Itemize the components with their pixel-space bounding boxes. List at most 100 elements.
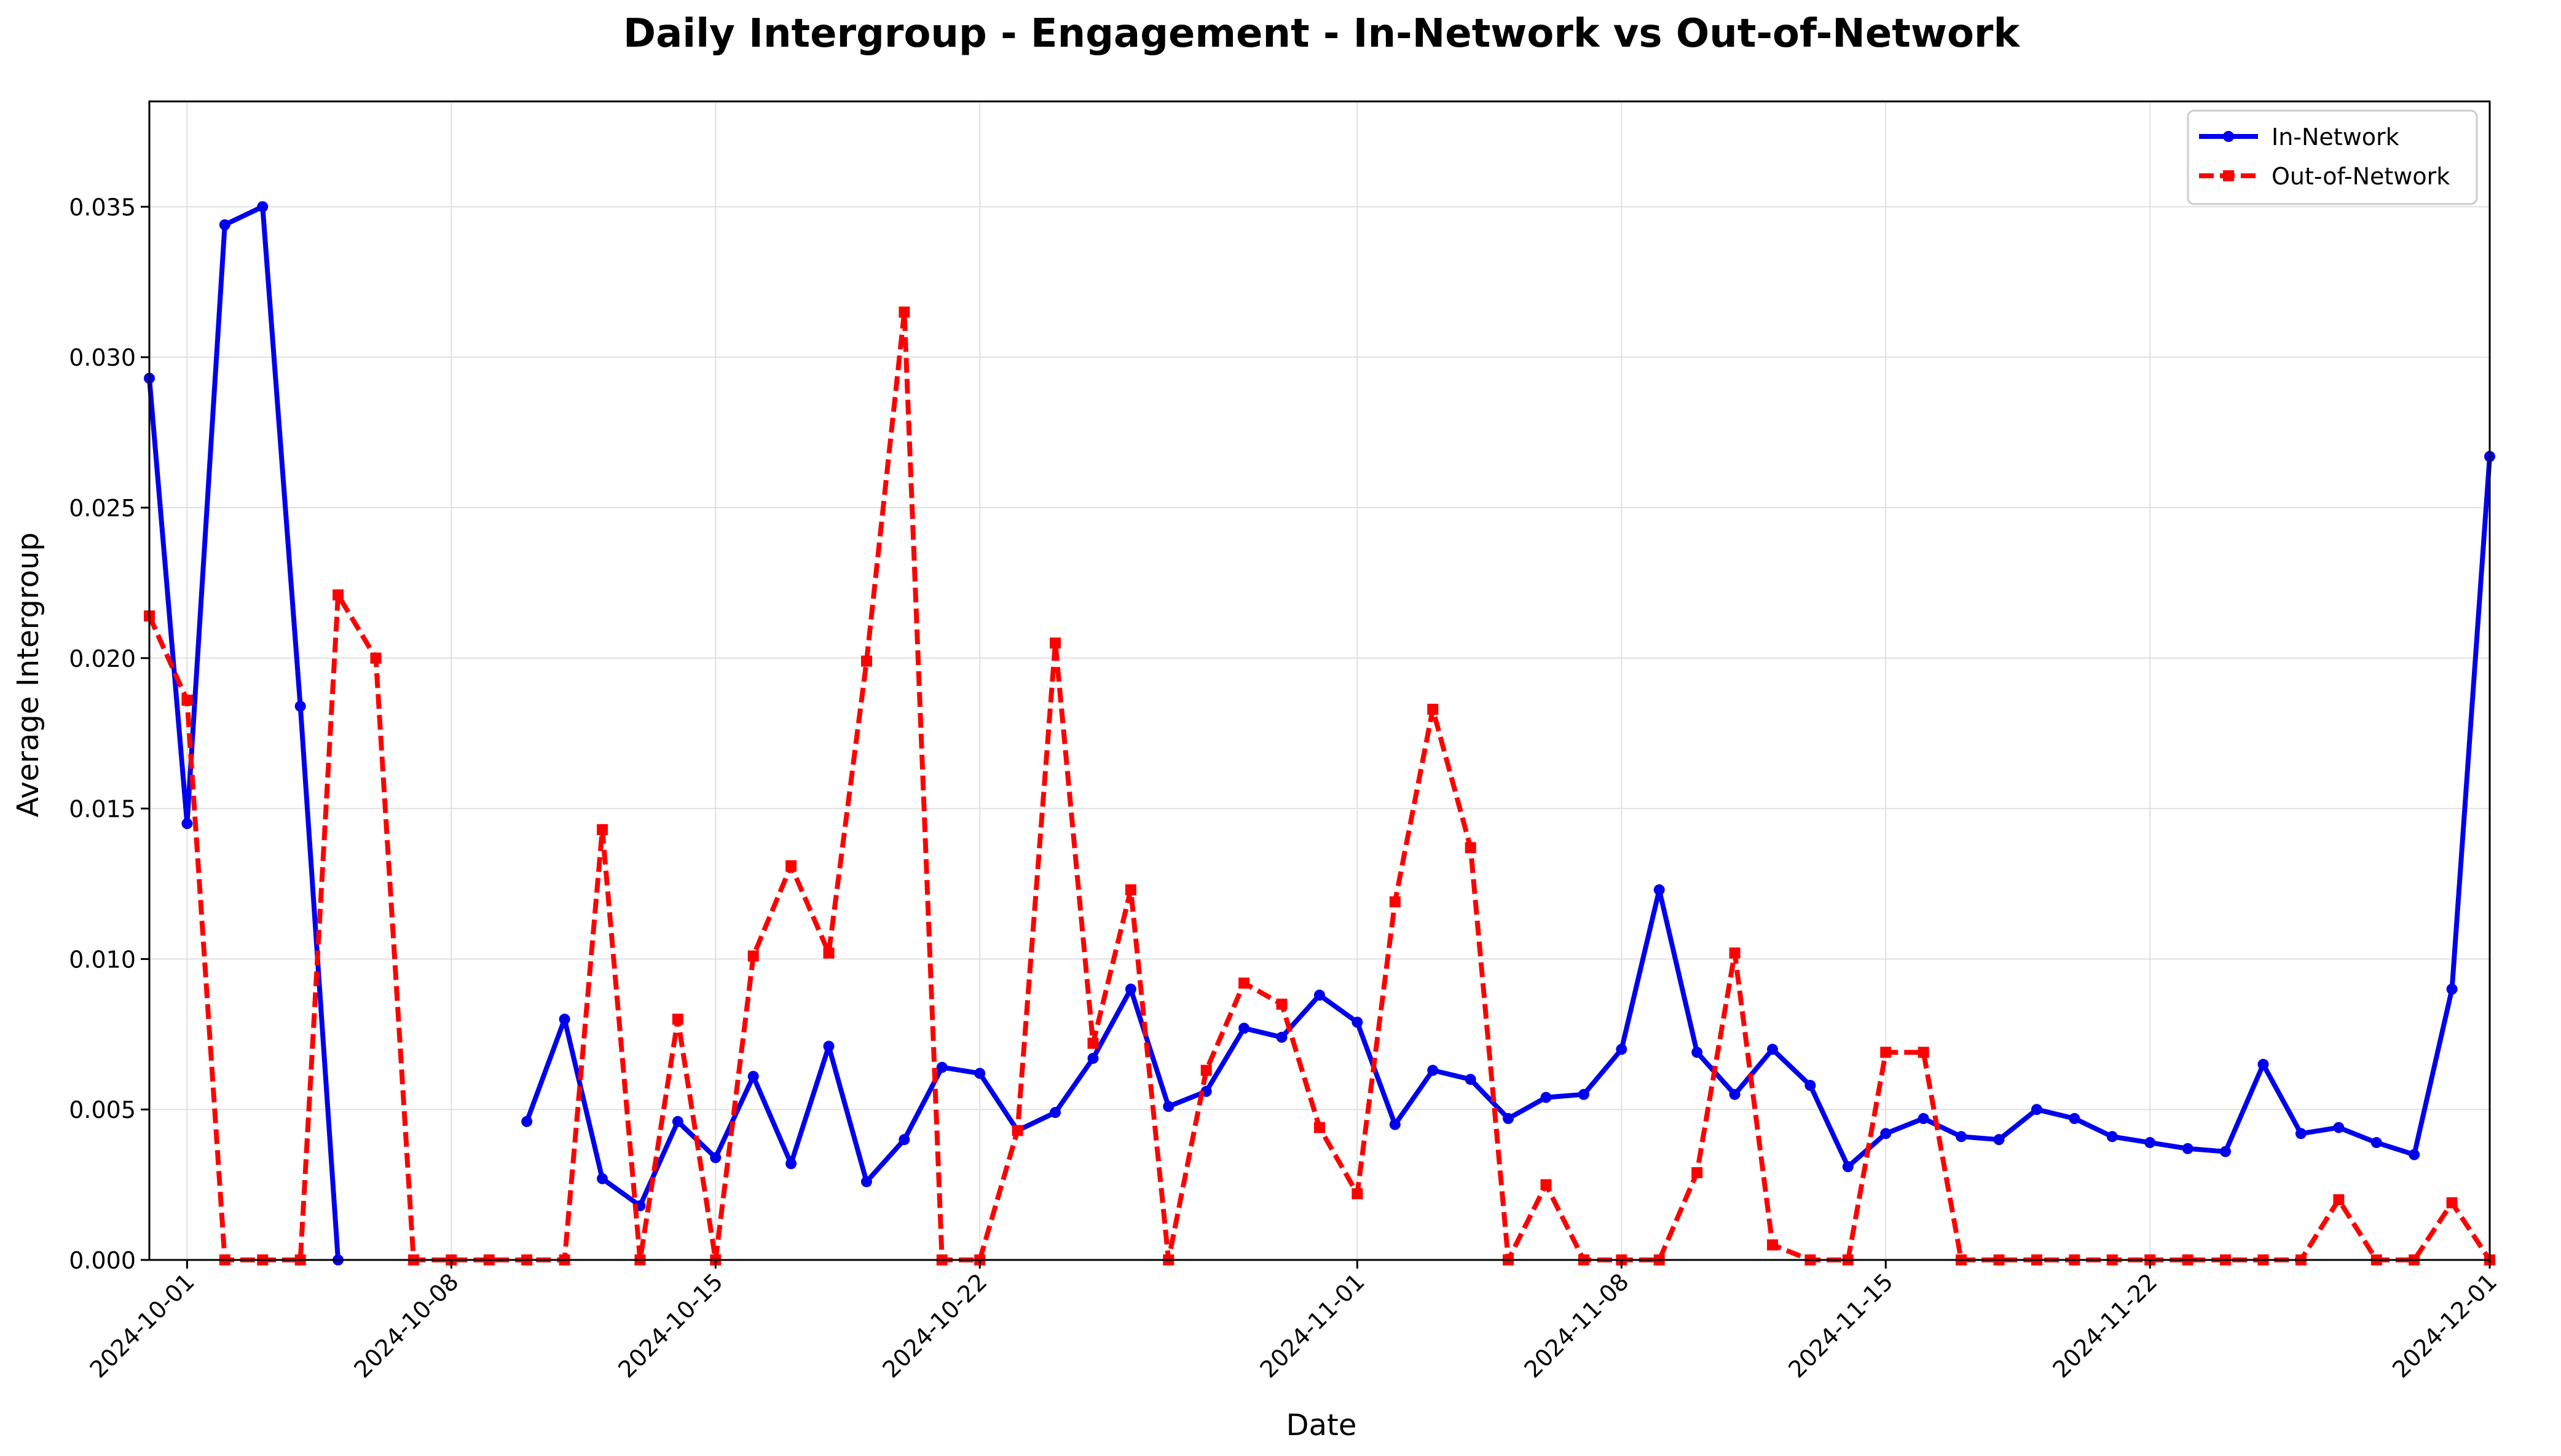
out-of-network-point xyxy=(1125,884,1136,895)
legend-out-of-network-label: Out-of-Network xyxy=(2272,163,2450,190)
in-network-point xyxy=(899,1134,910,1146)
in-network-point xyxy=(2370,1137,2382,1149)
out-of-network-point xyxy=(1465,842,1476,854)
out-of-network-point xyxy=(597,824,608,835)
in-network-point xyxy=(2220,1146,2232,1157)
in-network-point xyxy=(2333,1122,2345,1133)
out-of-network-point xyxy=(672,1013,683,1025)
out-of-network-point xyxy=(1087,1037,1099,1049)
in-network-point xyxy=(785,1158,797,1170)
legend-out-of-network-marker xyxy=(2223,170,2234,181)
in-network-point xyxy=(219,219,230,230)
in-network-point xyxy=(1804,1080,1816,1092)
out-of-network-point xyxy=(1276,998,1288,1010)
out-of-network-point xyxy=(1918,1047,1929,1058)
in-network-point xyxy=(181,818,193,830)
out-of-network-point xyxy=(1012,1125,1023,1136)
out-of-network-point xyxy=(370,652,382,664)
in-network-point xyxy=(1842,1161,1854,1173)
in-network-point xyxy=(1578,1088,1589,1100)
plot-frame xyxy=(148,100,2491,1261)
in-network-point xyxy=(1351,1017,1363,1028)
y-tick-label: 0.000 xyxy=(69,1247,136,1274)
in-network-point xyxy=(2144,1137,2156,1149)
in-network-point xyxy=(1314,990,1325,1001)
y-tick-label: 0.005 xyxy=(69,1096,136,1123)
in-network-point xyxy=(559,1013,570,1025)
in-network-point xyxy=(1389,1119,1401,1130)
in-network-point xyxy=(2409,1149,2420,1160)
in-network-point xyxy=(1918,1112,1929,1124)
out-of-network-point xyxy=(860,655,872,667)
in-network-point xyxy=(1125,983,1136,995)
y-tick-label: 0.020 xyxy=(69,645,136,672)
y-axis-label: Average Intergroup xyxy=(11,532,45,817)
y-tick-label: 0.030 xyxy=(69,344,136,371)
out-of-network-point xyxy=(785,860,797,872)
in-network-point xyxy=(1276,1031,1288,1043)
in-network-point xyxy=(2031,1104,2042,1116)
out-of-network-point xyxy=(2446,1197,2458,1208)
out-of-network-point xyxy=(332,589,344,600)
y-tick-label: 0.010 xyxy=(69,946,136,973)
out-of-network-point xyxy=(181,695,193,706)
in-network-point xyxy=(823,1041,835,1052)
y-tick-label: 0.035 xyxy=(69,194,136,221)
in-network-point xyxy=(521,1116,533,1127)
in-network-point xyxy=(1050,1107,1061,1119)
out-of-network-point xyxy=(1767,1239,1779,1251)
in-network-point xyxy=(1767,1044,1779,1055)
x-axis-label: Date xyxy=(1286,1408,1357,1442)
in-network-point xyxy=(672,1116,683,1127)
in-network-point xyxy=(1238,1023,1250,1034)
out-of-network-point xyxy=(1050,637,1061,649)
in-network-point xyxy=(1427,1064,1439,1076)
in-network-point xyxy=(2257,1058,2269,1070)
in-network-point xyxy=(2069,1112,2080,1124)
in-network-point xyxy=(1993,1134,2005,1146)
in-network-point xyxy=(1880,1128,1892,1139)
out-of-network-point xyxy=(1540,1179,1552,1190)
y-tick-label: 0.025 xyxy=(69,495,136,522)
y-tick-label: 0.015 xyxy=(69,796,136,823)
in-network-point xyxy=(257,201,269,213)
in-network-point xyxy=(2295,1128,2307,1139)
in-network-point xyxy=(2446,983,2458,995)
out-of-network-point xyxy=(1200,1064,1212,1076)
legend-in-network-label: In-Network xyxy=(2272,124,2399,151)
in-network-point xyxy=(860,1176,872,1187)
out-of-network-point xyxy=(899,306,910,318)
in-network-point xyxy=(1503,1112,1514,1124)
in-network-point xyxy=(710,1152,722,1163)
in-network-point xyxy=(1653,884,1665,895)
in-network-point xyxy=(974,1068,986,1079)
out-of-network-point xyxy=(1427,704,1439,715)
out-of-network-point xyxy=(1691,1167,1703,1179)
in-network-point xyxy=(2182,1143,2193,1154)
out-of-network-point xyxy=(1389,896,1401,908)
out-of-network-point xyxy=(1314,1122,1325,1133)
in-network-point xyxy=(597,1173,608,1184)
out-of-network-point xyxy=(1238,977,1250,989)
in-network-point xyxy=(747,1071,759,1082)
out-of-network-point xyxy=(1351,1188,1363,1200)
in-network-line xyxy=(147,204,341,1261)
legend: In-Network Out-of-Network xyxy=(2187,109,2478,205)
in-network-point xyxy=(1616,1044,1627,1055)
in-network-point xyxy=(1729,1088,1741,1100)
out-of-network-point xyxy=(1729,947,1741,959)
in-network-point xyxy=(294,701,306,712)
chart-title: Daily Intergroup - Engagement - In-Netwo… xyxy=(623,11,2021,57)
out-of-network-point xyxy=(2333,1194,2345,1206)
out-of-network-point xyxy=(823,947,835,959)
legend-box xyxy=(2187,109,2478,205)
grid xyxy=(149,101,2490,1261)
in-network-point xyxy=(2106,1131,2118,1143)
in-network-point xyxy=(1163,1101,1174,1112)
out-of-network-point xyxy=(1880,1047,1892,1058)
in-network-point xyxy=(1540,1092,1552,1103)
in-network-point xyxy=(1087,1052,1099,1064)
in-network-point xyxy=(1956,1131,1967,1143)
